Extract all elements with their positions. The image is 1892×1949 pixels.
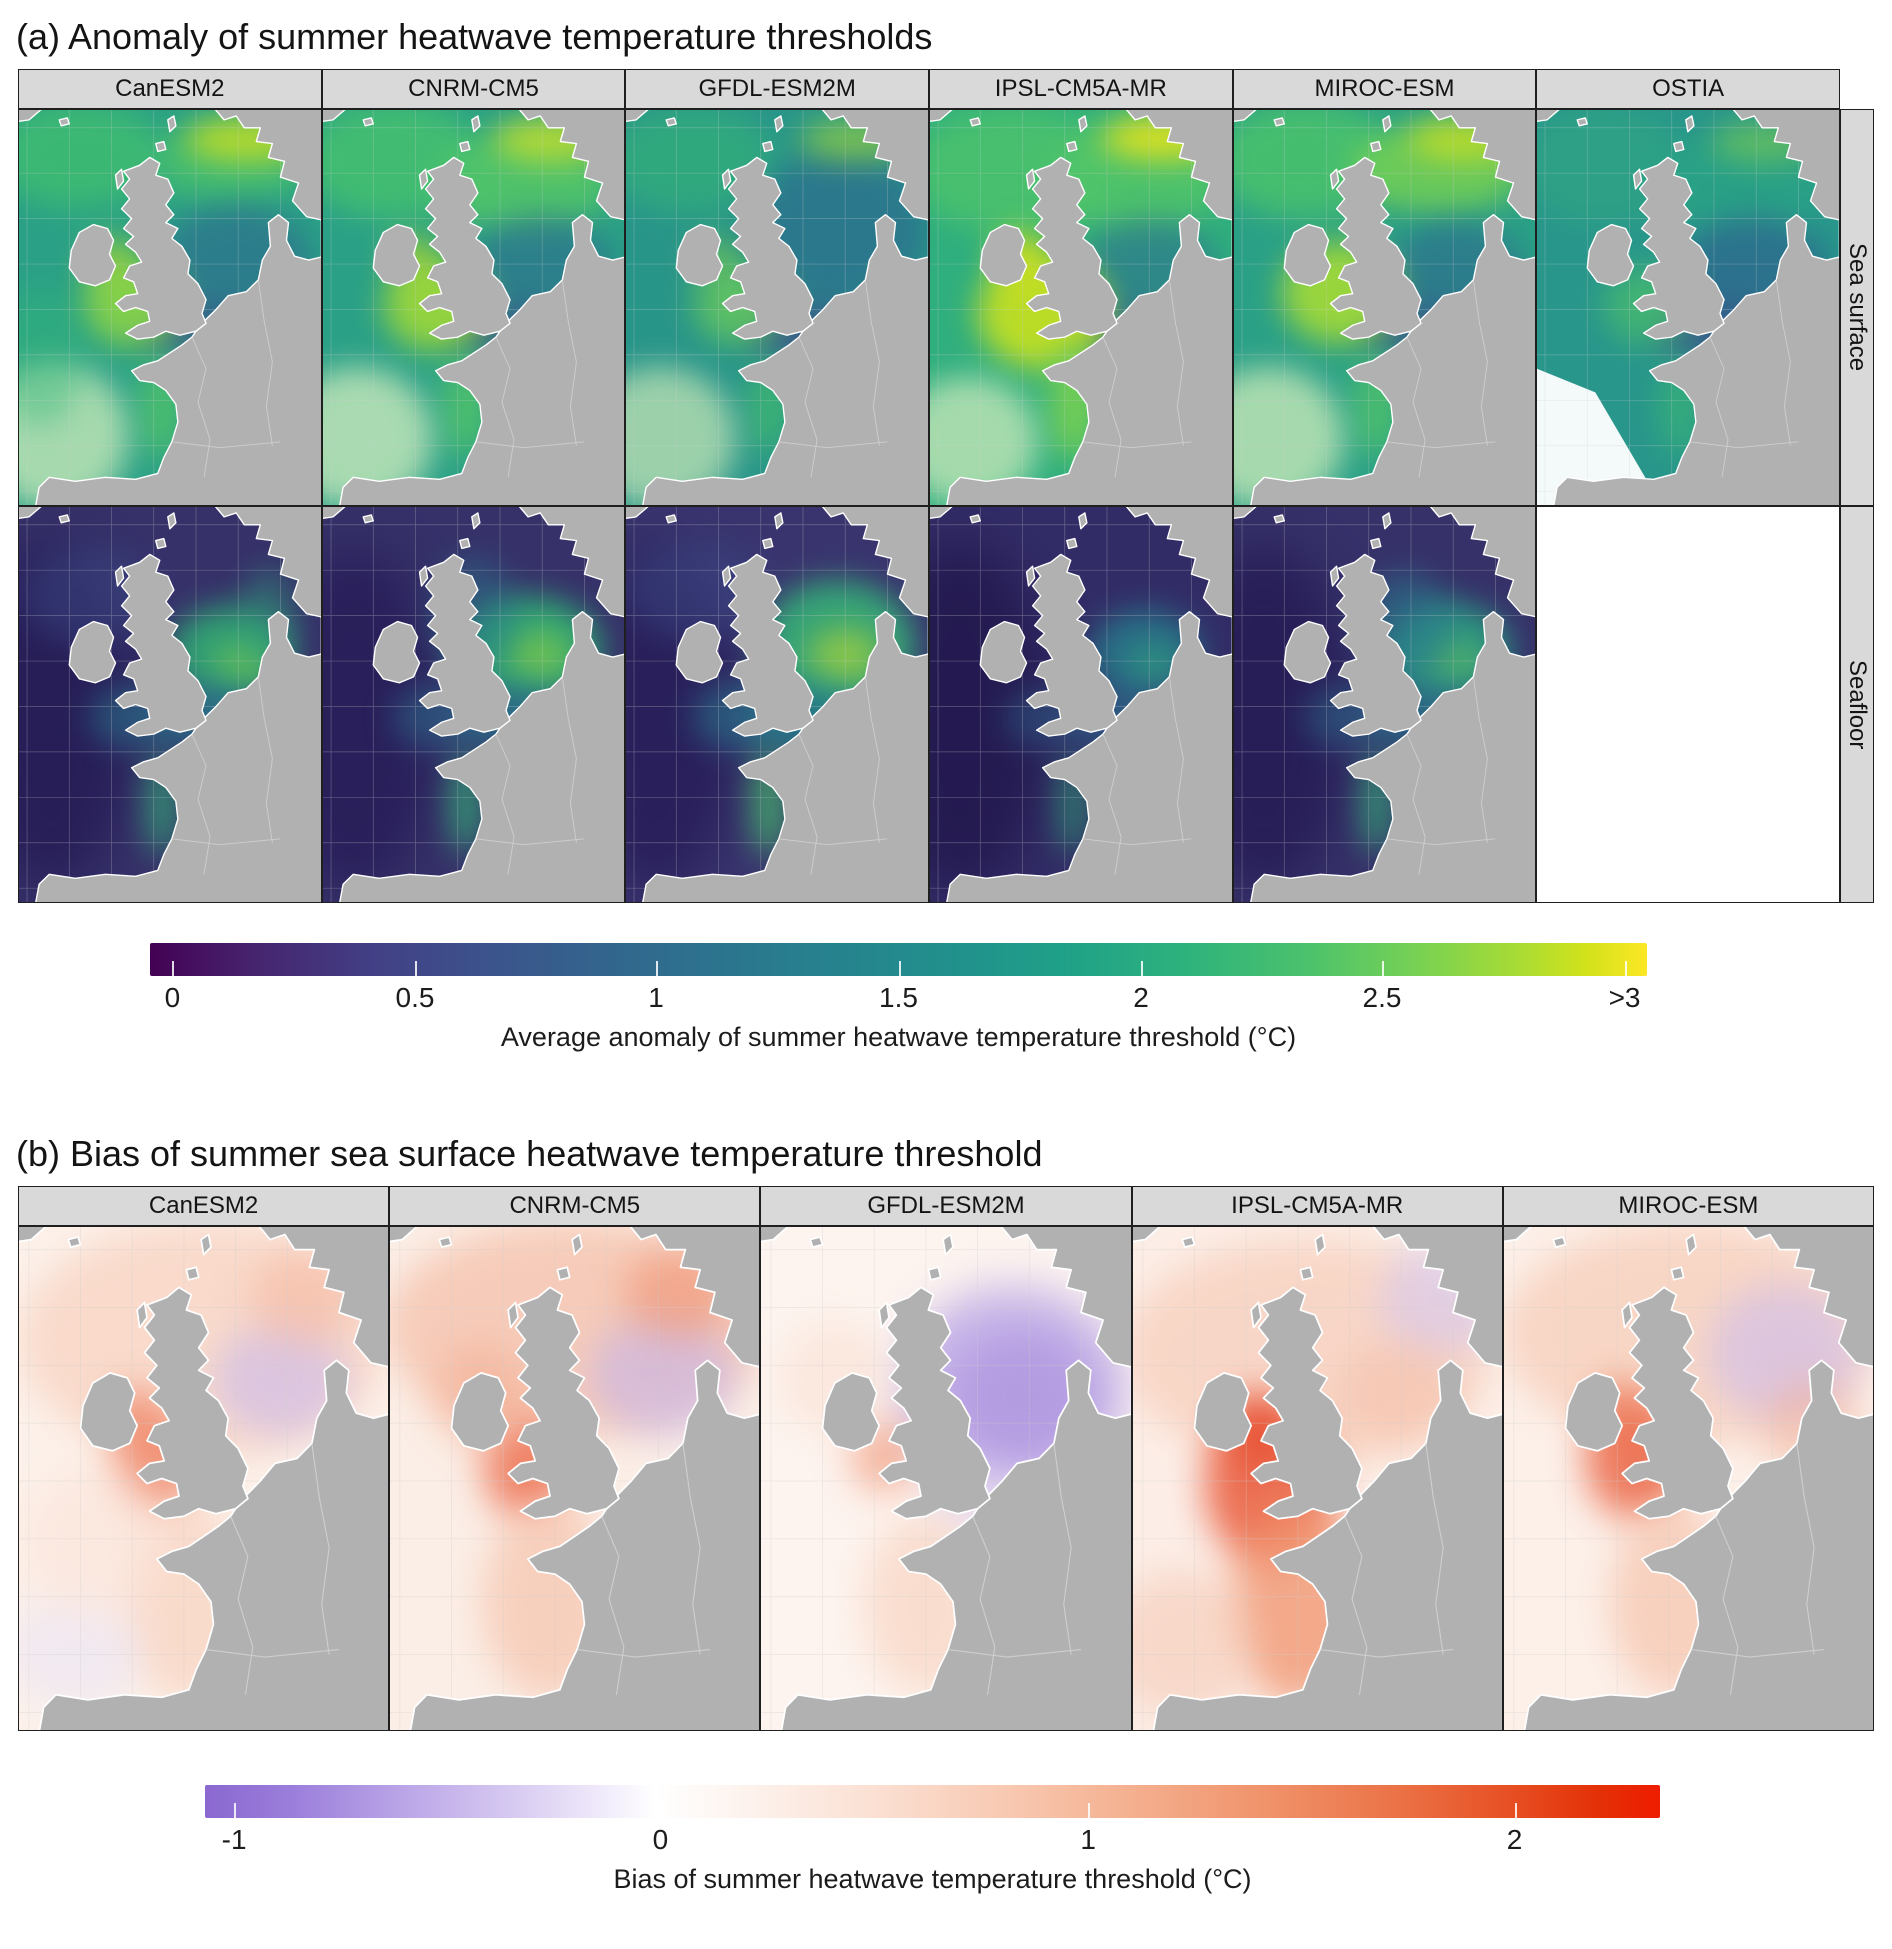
colorbar-tick-mark — [1382, 961, 1385, 976]
colorbar-tick-mark — [1514, 1803, 1517, 1818]
colorbar-tick-mark — [414, 961, 417, 976]
colorbar-tick-label: 1.5 — [879, 982, 918, 1013]
map-canvas — [1537, 110, 1839, 505]
map-canvas — [626, 110, 928, 505]
map-canvas — [322, 507, 625, 902]
facet-row-header-sea-surface: Sea surface — [1839, 109, 1874, 506]
facet-col-header-canesm2: CanESM2 — [18, 69, 322, 109]
facet-col-label: CNRM-CM5 — [509, 1192, 641, 1219]
map-sea-surface-ostia — [1536, 109, 1840, 506]
map-bias-canesm2 — [18, 1226, 390, 1731]
map-seafloor-gfdl-esm2m — [625, 506, 929, 903]
facet-col-header-canesm2-b: CanESM2 — [18, 1186, 390, 1226]
map-seafloor-ipsl-cm5a-mr — [928, 506, 1233, 903]
colorbar-anomaly: 0 0.5 1 1.5 2 2.5 >3 Average anomaly of … — [150, 943, 1647, 1053]
map-canvas — [1132, 1227, 1502, 1730]
colorbar-tick-label: 1 — [1080, 1824, 1096, 1855]
colorbar-tick-label: 0 — [164, 982, 181, 1013]
colorbar-tick-label: 2.5 — [1362, 982, 1402, 1013]
facet-col-header-gfdl-esm2m: GFDL-ESM2M — [625, 69, 929, 109]
map-seafloor-miroc-esm — [1232, 506, 1537, 903]
facet-col-header-miroc-esm: MIROC-ESM — [1232, 69, 1537, 109]
facet-row-label: Seafloor — [1843, 659, 1871, 750]
colorbar-tick-label: 0 — [652, 1824, 669, 1855]
map-sea-surface-ipsl-cm5a-mr — [928, 109, 1233, 506]
map-sea-surface-gfdl-esm2m — [625, 109, 929, 506]
anomaly-section: (a) Anomaly of summer heatwave temperatu… — [16, 16, 1874, 1053]
map-bias-miroc-esm — [1502, 1226, 1874, 1731]
facet-col-header-cnrm-cm5-b: CNRM-CM5 — [389, 1186, 761, 1226]
facet-col-label: MIROC-ESM — [1314, 75, 1455, 102]
map-seafloor-cnrm-cm5 — [321, 506, 626, 903]
facet-col-header-ipsl-cm5a-mr: IPSL-CM5A-MR — [928, 69, 1233, 109]
map-bias-ipsl-cm5a-mr — [1131, 1226, 1503, 1731]
facet-col-label: GFDL-ESM2M — [698, 75, 856, 102]
facet-col-header-gfdl-esm2m-b: GFDL-ESM2M — [760, 1186, 1132, 1226]
facet-row-label: Sea surface — [1843, 243, 1871, 372]
map-sea-surface-miroc-esm — [1232, 109, 1537, 506]
map-bias-cnrm-cm5 — [389, 1226, 761, 1731]
map-canvas — [929, 507, 1232, 902]
map-canvas — [19, 110, 321, 505]
map-seafloor-canesm2 — [18, 506, 322, 903]
colorbar-tick-label: 0.5 — [395, 982, 435, 1013]
map-canvas — [19, 507, 321, 902]
colorbar-tick-mark — [898, 961, 901, 976]
panel-a-facet-grid: CanESM2 CNRM-CM5 GFDL-ESM2M IPSL-CM5A-MR… — [18, 69, 1874, 903]
colorbar-tick-mark — [172, 961, 175, 976]
colorbar-tick-label: >3 — [1608, 982, 1641, 1013]
colorbar-bias-ticks: -1 0 1 2 — [205, 1818, 1660, 1858]
facet-col-label: CanESM2 — [148, 1192, 259, 1219]
facet-col-header-miroc-esm-b: MIROC-ESM — [1502, 1186, 1874, 1226]
facet-col-header-cnrm-cm5: CNRM-CM5 — [321, 69, 626, 109]
map-canvas — [19, 1227, 389, 1730]
map-canvas — [1233, 110, 1536, 505]
facet-col-header-ipsl-cm5a-mr-b: IPSL-CM5A-MR — [1131, 1186, 1503, 1226]
map-bias-gfdl-esm2m — [760, 1226, 1132, 1731]
map-canvas — [322, 110, 625, 505]
map-canvas — [390, 1227, 760, 1730]
map-canvas — [626, 507, 928, 902]
map-canvas — [761, 1227, 1131, 1730]
bias-section: (b) Bias of summer sea surface heatwave … — [0, 1117, 1892, 1895]
map-sea-surface-cnrm-cm5 — [321, 109, 626, 506]
colorbar-anomaly-gradient — [150, 943, 1647, 976]
facet-col-header-ostia: OSTIA — [1536, 69, 1840, 109]
facet-col-label: CanESM2 — [115, 75, 225, 102]
facet-col-label: IPSL-CM5A-MR — [994, 75, 1167, 102]
facet-grid-corner — [1839, 69, 1874, 109]
colorbar-tick-label: 1 — [648, 982, 664, 1013]
panel-b-facet-grid: CanESM2 CNRM-CM5 GFDL-ESM2M IPSL-CM5A-MR… — [18, 1186, 1874, 1731]
colorbar-tick-mark — [1088, 1803, 1091, 1818]
colorbar-bias-label: Bias of summer heatwave temperature thre… — [613, 1864, 1252, 1894]
map-canvas — [929, 110, 1232, 505]
facet-col-label: OSTIA — [1652, 75, 1725, 102]
colorbar-tick-label: 2 — [1506, 1824, 1523, 1855]
colorbar-anomaly-ticks: 0 0.5 1 1.5 2 2.5 >3 — [150, 976, 1647, 1016]
colorbar-tick-mark — [660, 1803, 663, 1818]
map-canvas — [1503, 1227, 1873, 1730]
map-seafloor-ostia-empty — [1536, 506, 1840, 903]
facet-row-header-seafloor: Seafloor — [1839, 506, 1874, 903]
colorbar-anomaly-label: Average anomaly of summer heatwave tempe… — [500, 1022, 1297, 1052]
panel-a-title: (a) Anomaly of summer heatwave temperatu… — [16, 16, 933, 57]
colorbar-tick-label: -1 — [221, 1824, 247, 1855]
facet-col-label: IPSL-CM5A-MR — [1231, 1192, 1404, 1219]
facet-col-label: GFDL-ESM2M — [867, 1192, 1025, 1219]
colorbar-tick-mark — [655, 961, 658, 976]
colorbar-tick-mark — [1141, 961, 1143, 976]
facet-col-label: MIROC-ESM — [1618, 1192, 1759, 1219]
colorbar-tick-mark — [1624, 961, 1627, 976]
facet-col-label: CNRM-CM5 — [408, 75, 539, 102]
colorbar-tick-label: 2 — [1133, 982, 1149, 1013]
map-sea-surface-canesm2 — [18, 109, 322, 506]
colorbar-bias-gradient — [205, 1785, 1660, 1818]
colorbar-bias: -1 0 1 2 Bias of summer heatwave tempera… — [205, 1785, 1660, 1895]
colorbar-tick-mark — [234, 1803, 237, 1818]
panel-b-title: (b) Bias of summer sea surface heatwave … — [16, 1133, 1043, 1174]
map-canvas — [1233, 507, 1536, 902]
